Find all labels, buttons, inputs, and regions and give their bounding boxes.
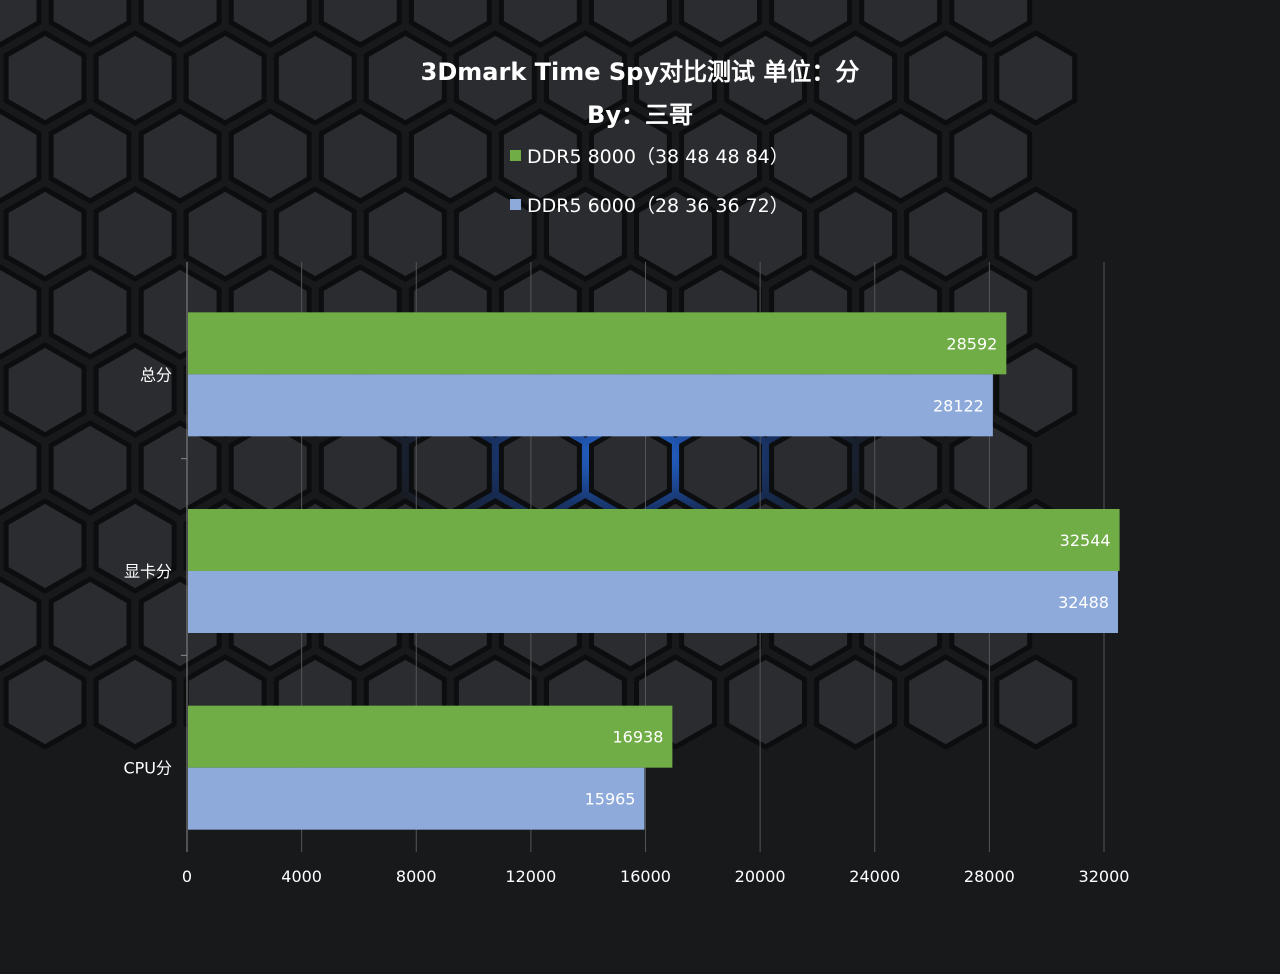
bar <box>188 767 645 830</box>
x-tick-label: 24000 <box>849 867 900 886</box>
background-hexagon <box>994 186 1078 282</box>
data-label: 28122 <box>933 396 984 415</box>
data-label: 32544 <box>1060 531 1111 550</box>
background-hexagon <box>994 654 1078 750</box>
background-hexagon <box>994 30 1078 126</box>
data-label: 15965 <box>585 790 636 809</box>
background-hexagon <box>0 576 42 672</box>
category-label: 总分 <box>140 365 172 384</box>
background-hexagon <box>0 0 42 48</box>
bar <box>188 312 1007 375</box>
background-hexagon <box>228 0 312 48</box>
legend-item-ddr5-6000: DDR5 6000（28 36 36 72） <box>510 191 789 218</box>
background-hexagon <box>679 0 762 48</box>
bar <box>188 374 993 437</box>
legend-label-ddr5-8000: DDR5 8000（38 48 48 84） <box>527 146 789 168</box>
background-hexagon <box>408 0 492 48</box>
background-hexagon <box>273 186 357 282</box>
x-tick-label: 20000 <box>735 867 786 886</box>
background-hexagon <box>3 30 87 126</box>
background-hexagon <box>93 654 177 750</box>
background-hexagon <box>724 654 807 750</box>
background-hexagon <box>3 498 87 594</box>
background-hexagon <box>453 186 537 282</box>
background-hexagon <box>183 186 267 282</box>
background-hexagon <box>949 108 1033 204</box>
background-hexagon <box>3 342 87 438</box>
background-hexagon <box>589 0 672 48</box>
background-hexagon <box>138 420 222 516</box>
background-hexagon <box>138 108 222 204</box>
background-hexagon <box>408 108 492 204</box>
background-hexagon <box>769 0 853 48</box>
background-hexagon <box>634 30 717 126</box>
bar <box>188 705 673 768</box>
background-hexagon <box>498 108 582 204</box>
background-hexagon <box>48 108 132 204</box>
background-hexagon <box>318 108 402 204</box>
background-hexagon <box>634 186 717 282</box>
background-hexagon <box>363 186 447 282</box>
background-hexagon <box>724 186 807 282</box>
background-hexagon <box>498 0 582 48</box>
background-hexagon <box>814 30 898 126</box>
data-label: 28592 <box>946 334 997 353</box>
background-hexagon <box>93 342 177 438</box>
bar <box>188 571 1118 633</box>
background-hexagon <box>904 654 988 750</box>
background-hexagon <box>48 420 132 516</box>
background-hexagon <box>228 108 312 204</box>
x-tick-label: 0 <box>182 867 192 886</box>
background-hexagon <box>814 186 898 282</box>
background-hexagon <box>904 30 988 126</box>
legend-swatch-ddr5-6000 <box>510 199 521 210</box>
background-hexagon <box>93 186 177 282</box>
background-hexagon <box>3 654 87 750</box>
background-hexagon <box>48 264 132 360</box>
x-tick-label: 4000 <box>281 867 322 886</box>
background-hexagon <box>589 108 672 204</box>
background-hexagon <box>183 30 267 126</box>
background-hexagon <box>0 420 42 516</box>
background-hexagon <box>544 186 627 282</box>
background-hexagon <box>48 0 132 48</box>
background-hexagon <box>0 108 42 204</box>
background-hexagon <box>724 30 807 126</box>
background-hexagon <box>318 0 402 48</box>
legend-swatch-ddr5-8000 <box>510 150 521 161</box>
bar <box>188 509 1120 571</box>
data-label: 16938 <box>612 728 663 747</box>
background-hexagon <box>544 30 627 126</box>
x-tick-label: 16000 <box>620 867 671 886</box>
x-tick-label: 32000 <box>1079 867 1130 886</box>
background-hexagon <box>679 108 762 204</box>
category-label: 显卡分 <box>124 562 172 581</box>
background-hexagon <box>949 0 1033 48</box>
background-hexagon <box>93 498 177 594</box>
chart-subtitle: By：三哥 <box>587 101 693 129</box>
category-label: CPU分 <box>123 759 172 778</box>
background-hexagon <box>48 576 132 672</box>
x-tick-label: 28000 <box>964 867 1015 886</box>
background-hexagon <box>904 186 988 282</box>
legend-item-ddr5-8000: DDR5 8000（38 48 48 84） <box>510 142 789 169</box>
background-hexagon <box>138 0 222 48</box>
background-hexagon <box>453 30 537 126</box>
data-label: 32488 <box>1058 593 1109 612</box>
background-hexagon <box>93 30 177 126</box>
background-hexagon <box>273 30 357 126</box>
background-hexagon <box>859 0 943 48</box>
chart-title: 3Dmark Time Spy对比测试 单位：分 <box>420 58 860 86</box>
background-hexagon <box>769 108 853 204</box>
x-tick-label: 12000 <box>505 867 556 886</box>
legend-label-ddr5-6000: DDR5 6000（28 36 36 72） <box>527 195 789 217</box>
background-hexagon <box>0 264 42 360</box>
background-hexagon <box>3 186 87 282</box>
background-hexagon <box>859 108 943 204</box>
x-tick-label: 8000 <box>396 867 437 886</box>
background-hexagon <box>363 30 447 126</box>
